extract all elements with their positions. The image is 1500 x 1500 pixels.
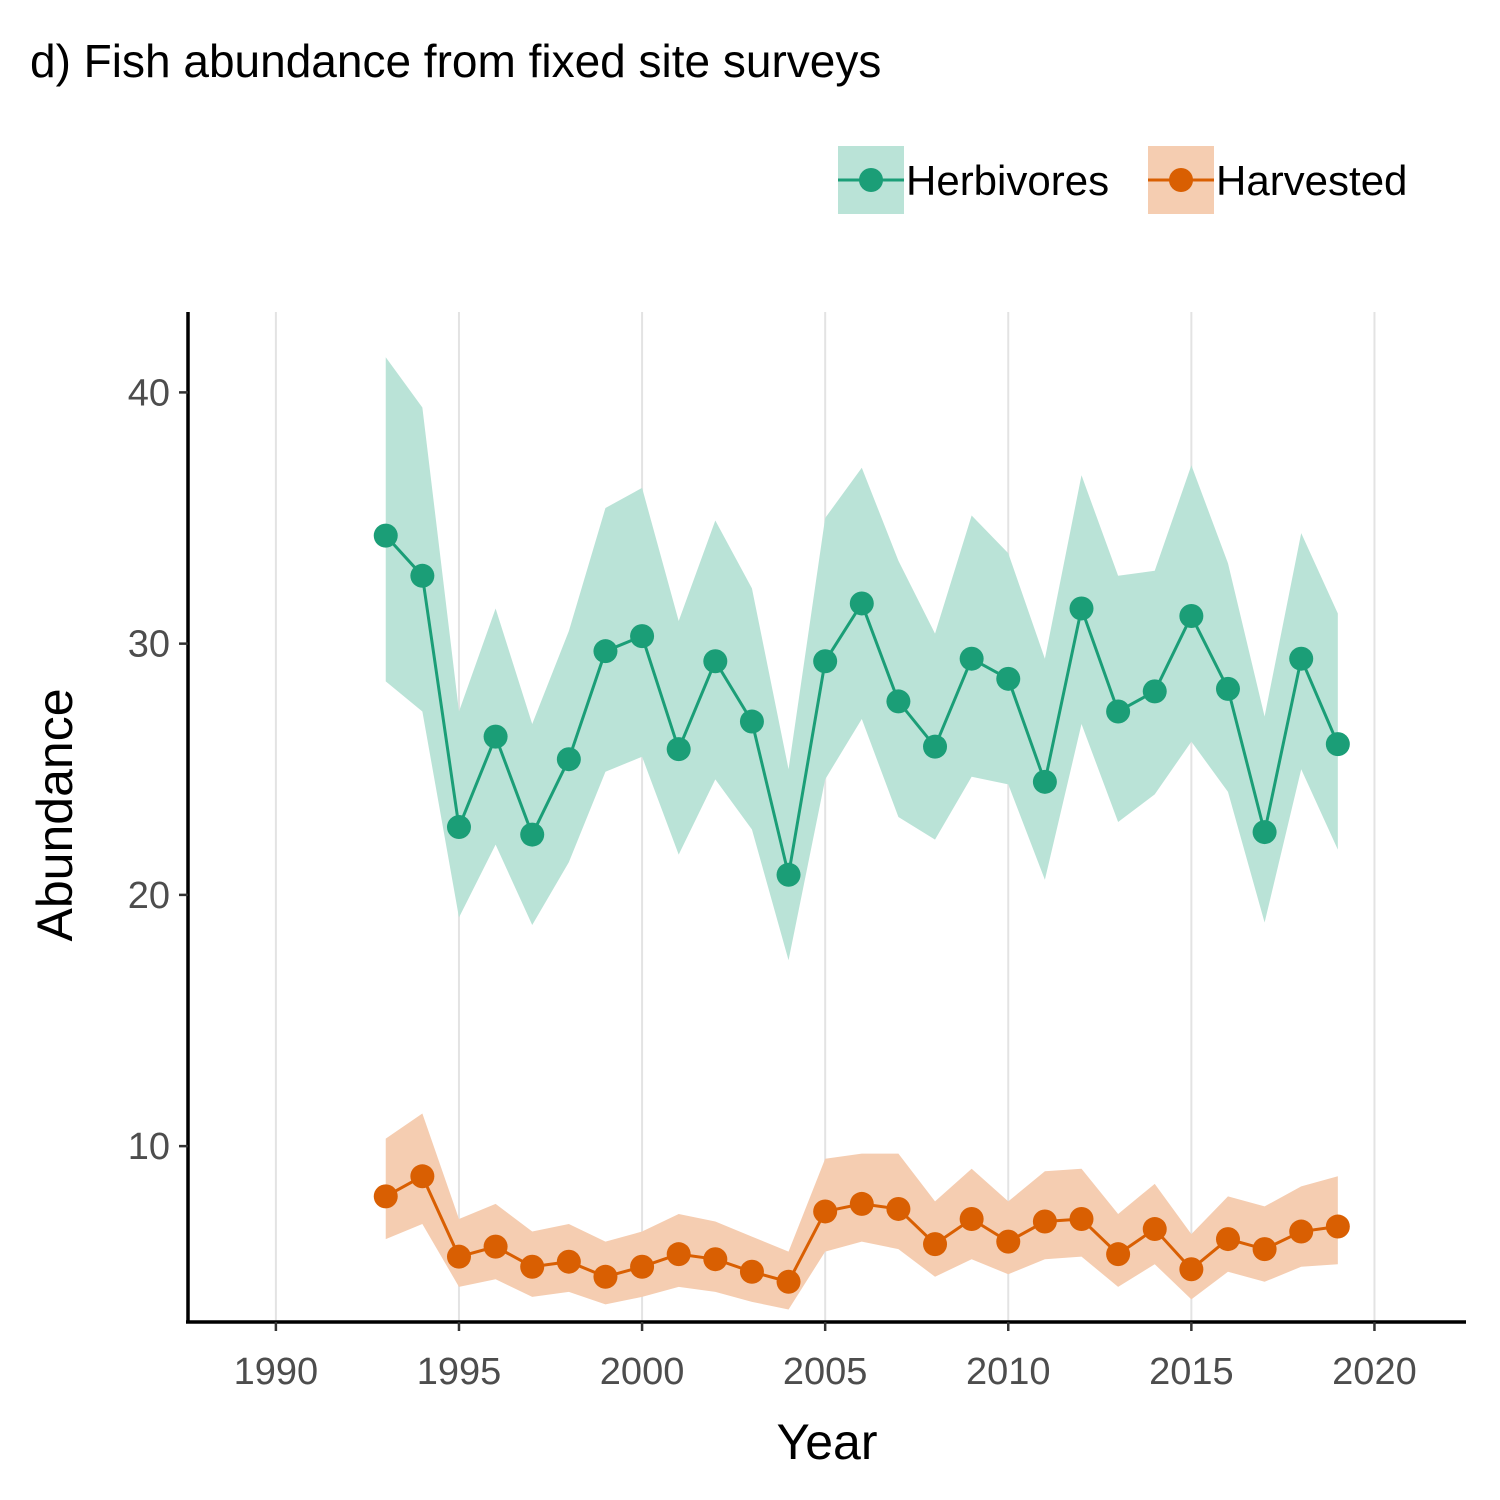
harvested-legend-key-point: [1169, 168, 1193, 192]
herbivores-point-1994: [410, 563, 435, 588]
y-tick-label-30: 30: [128, 624, 170, 666]
y-tick-label-40: 40: [128, 372, 170, 414]
harvested-point-2003: [739, 1259, 764, 1284]
herbivores-point-2016: [1215, 676, 1240, 701]
harvested-point-2002: [703, 1247, 728, 1272]
series-points: [373, 523, 1350, 1294]
harvested-point-2012: [1069, 1206, 1094, 1231]
herbivores-legend-key-point: [859, 168, 883, 192]
y-axis-ticks: 10 20 30 40: [128, 372, 188, 1168]
harvested-point-2008: [923, 1232, 948, 1257]
harvested-point-2001: [666, 1242, 691, 1267]
herbivores-legend-label: Herbivores: [906, 157, 1109, 204]
y-tick-label-10: 10: [128, 1126, 170, 1168]
herbivores-point-2005: [813, 649, 838, 674]
herbivores-band: [385, 357, 1338, 961]
herbivores-point-1996: [483, 724, 508, 749]
harvested-legend-label: Harvested: [1216, 157, 1407, 204]
herbivores-point-1999: [593, 639, 618, 664]
x-tick-label-2010: 2010: [966, 1351, 1051, 1393]
herbivores-point-2010: [996, 666, 1021, 691]
harvested-point-2013: [1106, 1242, 1131, 1267]
herbivores-point-2001: [666, 737, 691, 762]
x-axis-title: Year: [776, 1414, 877, 1470]
herbivores-point-2009: [959, 646, 984, 671]
herbivores-point-2002: [703, 649, 728, 674]
herbivores-point-2008: [923, 734, 948, 759]
harvested-point-2007: [886, 1196, 911, 1221]
herbivores-point-2014: [1142, 679, 1167, 704]
harvested-point-2004: [776, 1269, 801, 1294]
harvested-point-2016: [1215, 1227, 1240, 1252]
x-tick-label-2020: 2020: [1332, 1351, 1417, 1393]
herbivores-point-2006: [849, 591, 874, 616]
x-tick-label-1990: 1990: [234, 1351, 319, 1393]
harvested-point-2018: [1289, 1219, 1314, 1244]
harvested-point-2006: [849, 1191, 874, 1216]
harvested-point-1995: [446, 1244, 471, 1269]
herbivores-point-2017: [1252, 820, 1277, 845]
herbivores-point-1997: [520, 822, 545, 847]
herbivores-point-1993: [373, 523, 398, 548]
harvested-point-2011: [1032, 1209, 1057, 1234]
x-axis-ticks: 1990 1995 2000 2005 2010 2015 2020: [234, 1322, 1417, 1393]
herbivores-point-2013: [1106, 699, 1131, 724]
harvested-point-2010: [996, 1229, 1021, 1254]
harvested-point-1994: [410, 1164, 435, 1189]
x-tick-label-2005: 2005: [783, 1351, 868, 1393]
harvested-point-1997: [520, 1254, 545, 1279]
y-axis-title: Abundance: [27, 688, 83, 941]
herbivores-point-2012: [1069, 596, 1094, 621]
harvested-point-2019: [1325, 1214, 1350, 1239]
herbivores-point-2011: [1032, 769, 1057, 794]
harvested-point-2009: [959, 1206, 984, 1231]
herbivores-point-2007: [886, 689, 911, 714]
herbivores-point-2000: [630, 624, 655, 649]
x-tick-label-2015: 2015: [1149, 1351, 1234, 1393]
herbivores-point-2003: [739, 709, 764, 734]
harvested-point-2017: [1252, 1237, 1277, 1262]
x-tick-label-2000: 2000: [600, 1351, 685, 1393]
harvested-point-2000: [630, 1254, 655, 1279]
legend: Herbivores Harvested: [838, 146, 1407, 214]
herbivores-point-2018: [1289, 646, 1314, 671]
harvested-point-1998: [556, 1249, 581, 1274]
herbivores-point-1998: [556, 747, 581, 772]
herbivores-point-2015: [1179, 604, 1204, 629]
x-tick-label-1995: 1995: [417, 1351, 502, 1393]
harvested-point-2015: [1179, 1257, 1204, 1282]
harvested-point-2014: [1142, 1217, 1167, 1242]
y-tick-label-20: 20: [128, 875, 170, 917]
harvested-point-1996: [483, 1234, 508, 1259]
harvested-point-1999: [593, 1264, 618, 1289]
herbivores-point-2004: [776, 862, 801, 887]
chart-title: d) Fish abundance from fixed site survey…: [30, 35, 881, 87]
herbivores-point-2019: [1325, 732, 1350, 757]
herbivores-point-1995: [446, 815, 471, 840]
harvested-point-2005: [813, 1199, 838, 1224]
harvested-point-1993: [373, 1184, 398, 1209]
